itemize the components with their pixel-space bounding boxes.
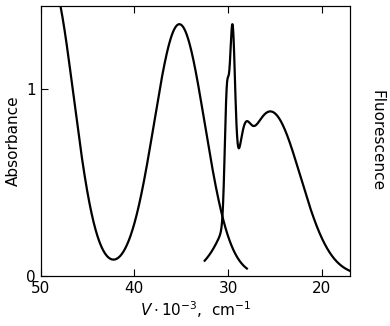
Y-axis label: Absorbance: Absorbance [5,95,21,186]
X-axis label: $V\cdot10^{-3}$,  cm$^{-1}$: $V\cdot10^{-3}$, cm$^{-1}$ [140,300,251,320]
Y-axis label: Fluorescence: Fluorescence [369,90,385,191]
